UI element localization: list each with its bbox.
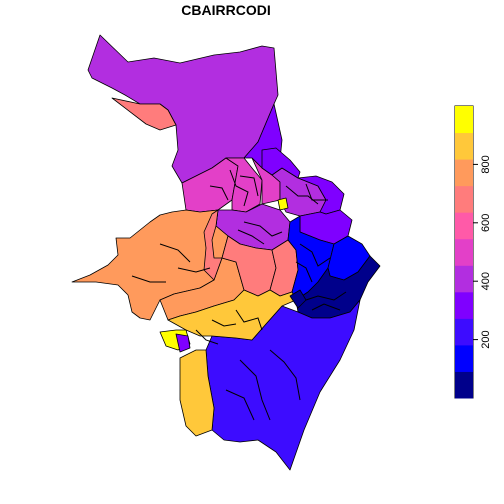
legend-swatch-c300 bbox=[455, 291, 473, 319]
region-north[interactable] bbox=[87, 34, 279, 184]
legend-swatches bbox=[455, 106, 473, 399]
district-boundaries bbox=[131, 169, 347, 421]
legend-swatch-c200 bbox=[455, 318, 473, 346]
region-sw-purple-small[interactable] bbox=[175, 333, 191, 353]
legend-swatch-c700 bbox=[455, 185, 473, 213]
legend-swatch-c500 bbox=[455, 238, 473, 266]
region-yellow-small-1[interactable] bbox=[277, 197, 289, 211]
legend-colorbar: 200 400 600 800 bbox=[454, 105, 492, 399]
region-sw-gold-1[interactable] bbox=[167, 289, 297, 341]
legend-swatch-c800 bbox=[455, 159, 473, 187]
legend-swatch-c1000 bbox=[455, 106, 473, 134]
map-regions bbox=[71, 34, 381, 471]
legend-ticks: 200 400 600 800 bbox=[473, 155, 492, 349]
legend-swatch-c100 bbox=[455, 344, 473, 372]
region-nw-wedge[interactable] bbox=[111, 97, 177, 131]
legend-swatch-c400 bbox=[455, 265, 473, 293]
region-ne-cluster-3[interactable] bbox=[261, 147, 301, 179]
legend-tick-label: 800 bbox=[480, 155, 492, 173]
legend-tick-label: 200 bbox=[480, 330, 492, 348]
map-title: CBAIRRCODI bbox=[181, 2, 270, 18]
legend-tick-label: 400 bbox=[480, 272, 492, 290]
legend-swatch-c0 bbox=[455, 371, 473, 399]
legend-tick-label: 600 bbox=[480, 214, 492, 232]
legend-swatch-c600 bbox=[455, 212, 473, 240]
region-sw-gold-2[interactable] bbox=[179, 349, 215, 437]
legend-swatch-c900 bbox=[455, 132, 473, 160]
region-central-pink-6[interactable] bbox=[203, 209, 223, 281]
